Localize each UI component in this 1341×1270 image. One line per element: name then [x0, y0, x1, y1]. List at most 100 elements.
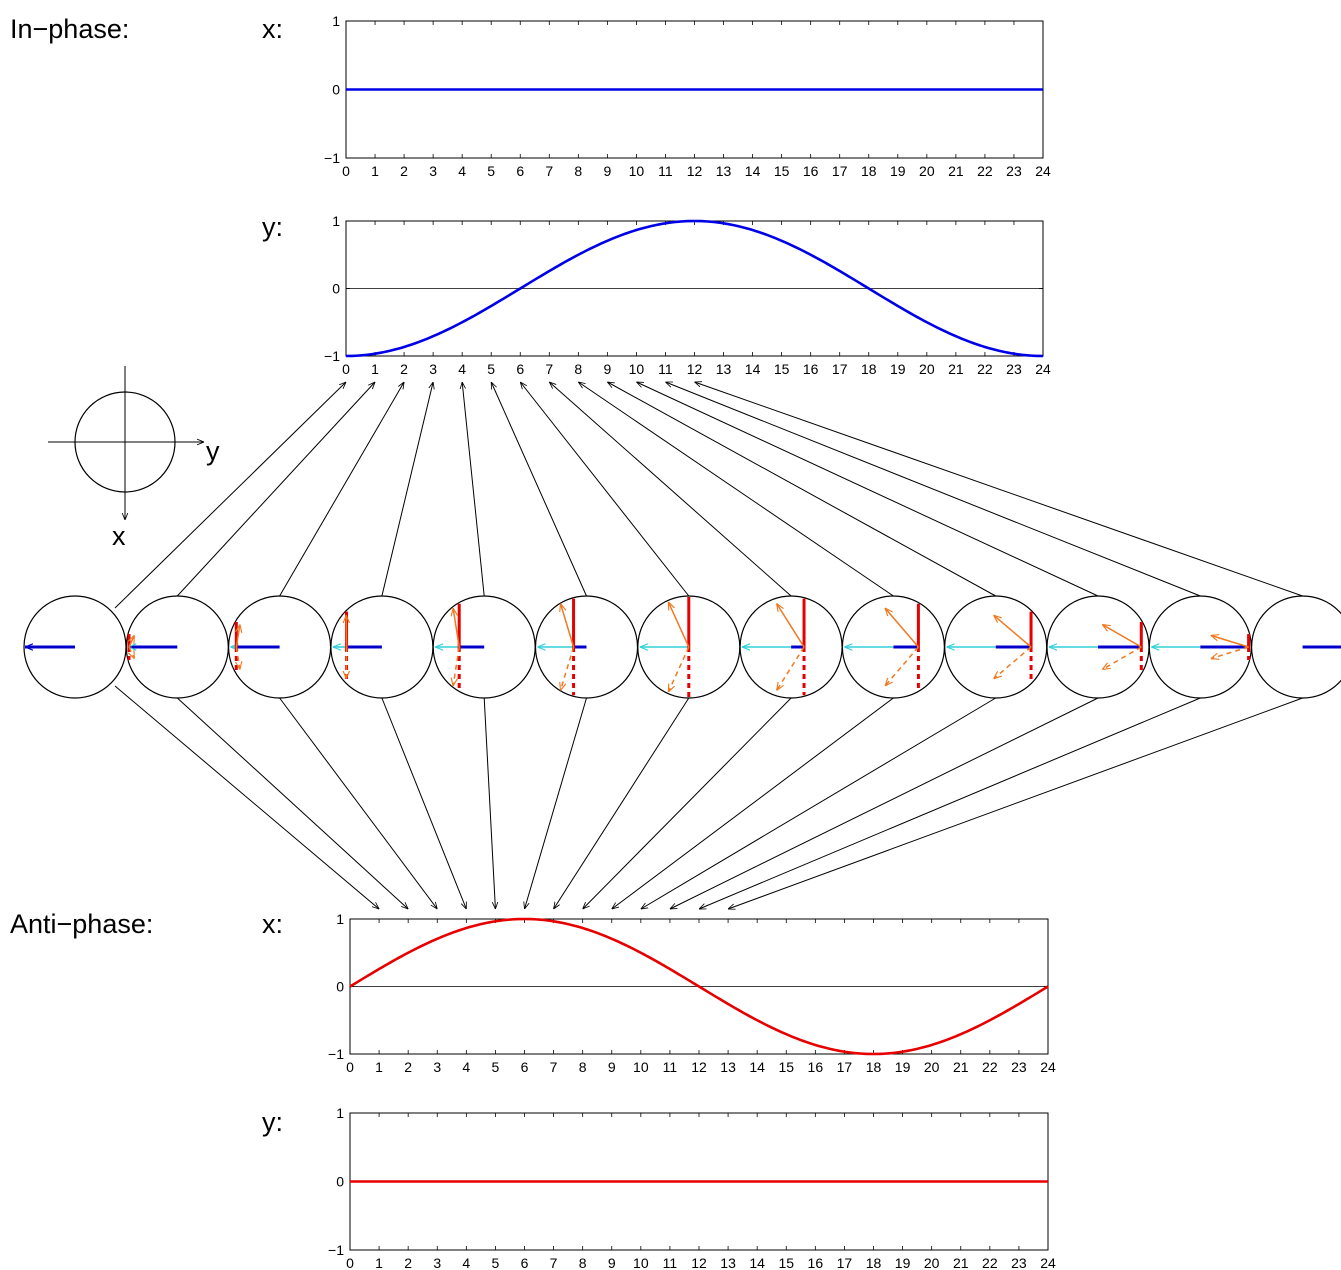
anti-phase-x-xtick-label: 14: [749, 1059, 765, 1075]
in-phase-y-xtick-label: 14: [745, 361, 761, 377]
orange-vector-dashed: [561, 646, 575, 690]
anti-phase-y-xtick-label: 2: [404, 1255, 412, 1270]
in-phase-x-xtick-label: 18: [861, 163, 877, 179]
connector-down-0: [114, 685, 379, 909]
in-phase-y-xtick-label: 4: [458, 361, 466, 377]
in-phase-y-xtick-label: 5: [487, 361, 495, 377]
anti-phase-x-xtick-label: 20: [924, 1059, 940, 1075]
anti-phase-x-xtick-label: 13: [720, 1059, 736, 1075]
phase-circle-11: [1148, 595, 1252, 699]
connector-down-4: [483, 697, 495, 909]
phase-circle-2: [228, 595, 332, 699]
anti-phase-x-xtick-label: 16: [808, 1059, 824, 1075]
phase-circles: [23, 595, 1341, 699]
in-phase-y-xtick-label: 21: [948, 361, 964, 377]
anti-phase-y-xtick-label: 24: [1040, 1255, 1056, 1270]
in-phase-y-xtick-label: 11: [658, 361, 673, 377]
in-phase-y-xtick-label: 17: [832, 361, 848, 377]
phase-circle-1: [125, 595, 229, 699]
in-phase-y-xtick-label: 1: [371, 361, 379, 377]
anti-phase-y-xtick-label: 5: [492, 1255, 500, 1270]
in-phase-y-ytick-label: 1: [332, 213, 340, 229]
anti-phase-x-xtick-label: 23: [1011, 1059, 1027, 1075]
phase-circle-6: [637, 595, 741, 699]
anti-phase-x-curve: [349, 917, 1049, 1056]
in-phase-x-xtick-label: 12: [687, 163, 703, 179]
phase-circle-7: [739, 595, 843, 699]
in-phase-x-xtick-label: 11: [658, 163, 673, 179]
anti-phase-x-xtick-label: 3: [433, 1059, 441, 1075]
anti-phase-x-xtick-label: 22: [982, 1059, 998, 1075]
in-phase-x-ytick-label: 0: [332, 82, 340, 98]
anti-phase-y-ytick-label: 0: [336, 1174, 344, 1190]
in-phase-y-xtick-label: 24: [1035, 361, 1051, 377]
anti-phase-y-ytick-label: −1: [328, 1242, 344, 1258]
orange-vector: [453, 608, 460, 648]
connector-down-6: [554, 697, 690, 909]
connector-arrows: [114, 381, 1303, 909]
in-phase-x-xtick-label: 0: [342, 163, 350, 179]
anti-phase-x-xtick-label: 9: [608, 1059, 616, 1075]
anti-phase-x-xtick-label: 18: [866, 1059, 882, 1075]
in-phase-label: In−phase:: [10, 14, 129, 44]
anti-phase-y-plot: 0 1 2 3 4 5 6 7 8 9 10 11 12 13 14 15 16 17 18 19 20 21 22 23 24…: [328, 1105, 1056, 1270]
in-phase-x-xtick-label: 8: [574, 163, 582, 179]
in-phase-x-xtick-label: 4: [458, 163, 466, 179]
connector-up-1: [176, 382, 375, 597]
connector-up-0: [114, 382, 346, 609]
anti-phase-y-xtick-label: 15: [778, 1255, 794, 1270]
connector-up-2: [279, 382, 404, 597]
phase-circle-outline: [1251, 595, 1341, 699]
anti-phase-x-plot: 0 1 2 3 4 5 6 7 8 9 10 11 12 13 14 15 16 17 18 19 20 21 22 23 24…: [328, 911, 1056, 1075]
phase-circle-4: [432, 595, 536, 699]
connector-up-3: [381, 382, 433, 597]
in-phase-y-xtick-label: 16: [803, 361, 819, 377]
axes-key: y x: [48, 366, 220, 551]
in-phase-y-xtick-label: 20: [919, 361, 935, 377]
orange-vector: [236, 625, 240, 648]
anti-phase-y-xtick-label: 4: [462, 1255, 470, 1270]
phase-circle-12: [1251, 595, 1341, 699]
anti-phase-y-xtick-label: 19: [895, 1255, 911, 1270]
connector-down-12: [728, 697, 1303, 909]
anti-phase-y-xtick-label: 13: [720, 1255, 736, 1270]
in-phase-y-xtick-label: 6: [516, 361, 524, 377]
connector-down-9: [641, 697, 996, 909]
anti-phase-y-xtick-label: 23: [1011, 1255, 1027, 1270]
anti-phase-x-xtick-label: 17: [837, 1059, 853, 1075]
in-phase-y-xtick-label: 9: [603, 361, 611, 377]
connector-up-12: [695, 382, 1303, 597]
connector-up-5: [491, 382, 587, 597]
orange-vector: [885, 608, 919, 648]
in-phase-x-xtick-label: 16: [803, 163, 819, 179]
orange-vector-dashed: [453, 646, 460, 686]
in-phase-y-ytick-label: 0: [332, 281, 340, 297]
orange-vector: [777, 604, 805, 648]
orange-vector: [1211, 635, 1249, 648]
anti-phase-y-ytick-label: 1: [336, 1105, 344, 1121]
axes-key-y-label: y: [206, 436, 220, 466]
in-phase-x-xtick-label: 22: [977, 163, 993, 179]
anti-phase-y-xtick-label: 22: [982, 1255, 998, 1270]
in-phase-y-xtick-label: 22: [977, 361, 993, 377]
phase-circle-3: [330, 595, 434, 699]
in-phase-y-xtick-label: 0: [342, 361, 350, 377]
in-phase-y-xtick-label: 3: [429, 361, 437, 377]
axes-key-x-label: x: [112, 521, 126, 551]
in-phase-y-xtick-label: 13: [716, 361, 732, 377]
anti-phase-label: Anti−phase:: [10, 909, 153, 939]
anti-phase-x-ytick-label: 0: [336, 979, 344, 995]
connector-down-10: [670, 697, 1099, 909]
anti-phase-x-xtick-label: 24: [1040, 1059, 1056, 1075]
connector-down-2: [279, 697, 438, 909]
anti-phase-y-label: y:: [262, 1107, 283, 1137]
in-phase-y-curve: [345, 219, 1044, 358]
in-phase-x-xtick-label: 20: [919, 163, 935, 179]
connector-up-11: [665, 381, 1201, 597]
plots: 0 1 2 3 4 5 6 7 8 9 10 11 12 13 14 15 16 17 18 19 20 21 22 23 24…: [324, 13, 1056, 1270]
connector-down-7: [583, 697, 792, 909]
anti-phase-x-xtick-label: 4: [462, 1059, 470, 1075]
anti-phase-x-label: x:: [262, 909, 283, 939]
in-phase-y-xtick-label: 23: [1006, 361, 1022, 377]
